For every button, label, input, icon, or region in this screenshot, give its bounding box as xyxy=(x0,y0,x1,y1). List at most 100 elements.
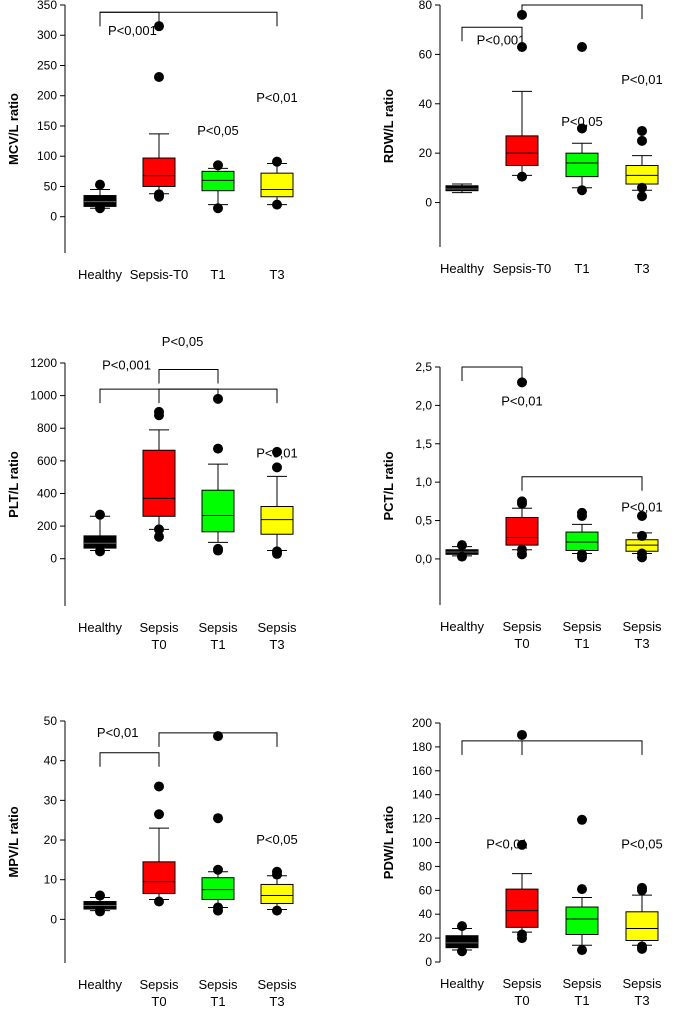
p-value-label: P<0,01 xyxy=(621,72,663,87)
y-axis-label: PLT/L ratio xyxy=(6,451,21,518)
box-2 xyxy=(505,377,539,560)
outlier-point xyxy=(637,510,647,521)
chart-panel-4: 0,0 0,5 1,0 1,5 2,0 2,5 PCT/L ratio Healthy Seps… xyxy=(381,360,663,651)
outlier-point xyxy=(272,905,282,916)
outlier-point xyxy=(154,71,164,82)
p-value-label: P<0,05 xyxy=(561,114,603,129)
significance-bracket xyxy=(461,366,523,381)
y-tick-label: 20 xyxy=(419,146,433,160)
p-value-label: P<0,001 xyxy=(108,23,157,38)
y-tick-label: 1000 xyxy=(30,389,57,403)
x-category-label: T3 xyxy=(269,994,284,1009)
x-category-label: T0 xyxy=(151,637,166,652)
y-tick-label: 0,0 xyxy=(415,552,432,566)
box-iqr xyxy=(505,135,539,167)
chart-panel-3: 0 200 400 600 800 1000 1200 PLT/L ratio Healthy S… xyxy=(6,334,298,652)
box-4 xyxy=(260,156,294,210)
p-value-label: P<0,05 xyxy=(162,334,204,349)
box-iqr xyxy=(142,157,176,187)
y-axis-label: MCV/L ratio xyxy=(6,93,21,165)
box-iqr xyxy=(260,883,294,904)
y-tick-label: 150 xyxy=(37,119,57,133)
y-tick-label: 400 xyxy=(37,486,57,500)
box-iqr xyxy=(625,165,659,185)
outlier-point xyxy=(154,524,164,535)
y-tick-label: 40 xyxy=(419,97,433,111)
y-axis-label: MPV/L ratio xyxy=(6,806,21,877)
y-tick-label: 160 xyxy=(412,764,432,778)
y-tick-label: 1,5 xyxy=(415,437,432,451)
box-iqr xyxy=(505,516,539,546)
y-tick-label: 200 xyxy=(37,89,57,103)
outlier-point xyxy=(154,406,164,417)
p-value-label: P<0,01 xyxy=(256,446,298,461)
outlier-point xyxy=(577,185,587,196)
y-axis-label: PDW/L ratio xyxy=(381,806,396,879)
y-tick-label: 0 xyxy=(50,912,57,926)
x-category-label: T3 xyxy=(634,261,649,276)
p-value-label: P<0,05 xyxy=(621,836,663,851)
outlier-point xyxy=(637,135,647,146)
box-3 xyxy=(565,41,599,196)
y-tick-label: 50 xyxy=(44,179,58,193)
y-tick-label: 0 xyxy=(425,955,432,969)
y-tick-label: 40 xyxy=(44,754,58,768)
x-category-label: Healthy xyxy=(78,620,123,635)
y-tick-label: 30 xyxy=(44,793,58,807)
outlier-point xyxy=(213,813,223,824)
y-axis-label: RDW/L ratio xyxy=(381,89,396,163)
x-category-label: Sepsis xyxy=(257,977,297,992)
x-category-label: Healthy xyxy=(440,261,485,276)
outlier-point xyxy=(577,41,587,52)
y-tick-label: 300 xyxy=(37,28,57,42)
x-category-label: T0 xyxy=(514,636,529,651)
x-category-label: Sepsis xyxy=(198,977,238,992)
box-3 xyxy=(565,507,599,563)
y-tick-label: 140 xyxy=(412,788,432,802)
y-tick-label: 80 xyxy=(419,0,433,12)
box-3 xyxy=(565,814,599,956)
significance-bracket xyxy=(158,732,278,747)
p-value-label: P<0,01 xyxy=(97,725,139,740)
x-category-label: Sepsis xyxy=(257,620,297,635)
significance-bracket xyxy=(461,740,523,755)
x-category-label: T3 xyxy=(269,267,284,282)
outlier-point xyxy=(95,546,105,557)
outlier-point xyxy=(213,160,223,171)
p-value-label: P<0,001 xyxy=(477,33,526,48)
x-category-label: Healthy xyxy=(78,977,123,992)
chart-panel-2: 0 20 40 60 80 RDW/L ratio Healthy Sepsis-T0 T1 T3… xyxy=(381,0,663,276)
p-value-label: P<0,001 xyxy=(102,358,151,373)
box-iqr xyxy=(445,935,479,949)
outlier-point xyxy=(517,729,527,740)
significance-bracket xyxy=(99,752,160,767)
y-tick-label: 200 xyxy=(37,519,57,533)
outlier-point xyxy=(577,549,587,560)
box-4 xyxy=(260,866,294,916)
box-3 xyxy=(201,731,235,916)
x-category-label: Healthy xyxy=(440,976,485,991)
x-category-label: T1 xyxy=(210,637,225,652)
box-2 xyxy=(505,9,539,182)
y-tick-label: 60 xyxy=(419,883,433,897)
x-category-label: T1 xyxy=(574,636,589,651)
y-tick-label: 20 xyxy=(44,833,58,847)
box-iqr xyxy=(201,489,235,533)
y-tick-label: 10 xyxy=(44,873,58,887)
y-tick-label: 1200 xyxy=(30,356,57,370)
chart-panel-6: 0 20 40 60 80 100 120 140 160 180 200 PDW/L ratio He… xyxy=(381,716,663,1008)
outlier-point xyxy=(213,543,223,554)
outlier-point xyxy=(95,906,105,917)
x-category-label: Sepsis xyxy=(502,976,542,991)
outlier-point xyxy=(272,462,282,473)
x-category-label: T3 xyxy=(634,636,649,651)
outlier-point xyxy=(637,191,647,202)
x-category-label: Sepsis-T0 xyxy=(130,267,189,282)
x-category-label: T1 xyxy=(210,267,225,282)
outlier-point xyxy=(154,531,164,542)
outlier-point xyxy=(637,125,647,136)
p-value-label: P<0,05 xyxy=(197,123,239,138)
box-iqr xyxy=(142,449,176,517)
y-tick-label: 60 xyxy=(419,47,433,61)
significance-bracket xyxy=(521,4,643,19)
